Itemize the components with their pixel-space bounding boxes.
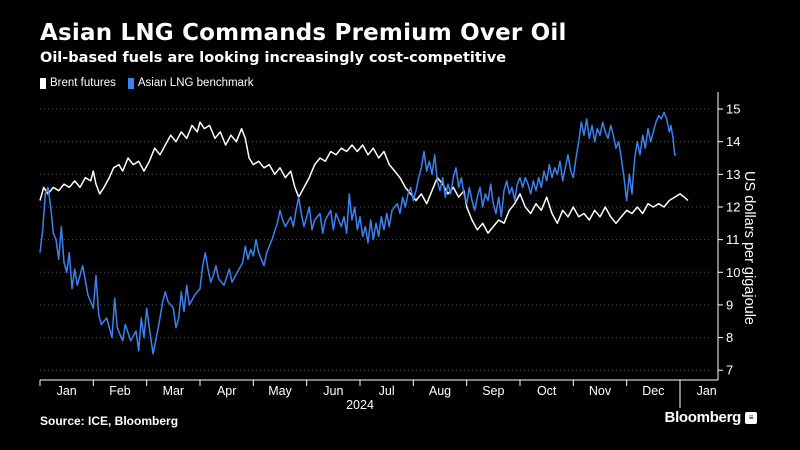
x-axis-year-label: 2024	[346, 398, 374, 412]
legend-item-brent: Brent futures	[40, 77, 116, 89]
legend-swatch-lng	[127, 77, 134, 89]
bloomberg-logo: Bloomberg ≡	[665, 409, 757, 426]
x-tick-label: May	[268, 384, 292, 398]
series-line-brent	[39, 121, 689, 234]
x-tick-label: Jul	[379, 384, 395, 398]
chart-title: Asian LNG Commands Premium Over Oil	[40, 20, 567, 46]
x-tick-label: Aug	[429, 384, 451, 398]
chart-subtitle: Oil-based fuels are looking increasingly…	[40, 50, 507, 66]
x-tick-label: Feb	[109, 384, 131, 398]
x-tick-label: Sep	[482, 384, 504, 398]
legend: Brent futures Asian LNG benchmark	[40, 77, 254, 89]
y-tick-label: 11	[726, 232, 740, 247]
y-tick-label: 9	[726, 297, 733, 312]
source-note: Source: ICE, Bloomberg	[40, 414, 179, 428]
x-tick-label: Jan	[57, 384, 77, 398]
y-tick-label: 15	[726, 102, 740, 117]
y-tick-label: 13	[726, 167, 740, 182]
y-tick-label: 12	[726, 199, 740, 214]
legend-label-brent: Brent futures	[50, 77, 116, 89]
y-tick-label: 14	[726, 134, 740, 149]
x-tick-label: Nov	[589, 384, 612, 398]
x-tick-label: Dec	[642, 384, 664, 398]
x-tick-label: Jan	[697, 384, 717, 398]
legend-item-lng: Asian LNG benchmark	[127, 77, 254, 89]
y-tick-label: 10	[726, 265, 740, 280]
x-tick-label: Oct	[537, 384, 557, 398]
legend-swatch-brent	[40, 77, 46, 89]
y-tick-label: 7	[726, 363, 733, 378]
brand-name: Bloomberg	[664, 409, 742, 426]
series-line-lng	[39, 111, 677, 355]
x-tick-label: Jun	[323, 384, 343, 398]
x-tick-label: Apr	[217, 384, 236, 398]
x-tick-label: Mar	[163, 384, 185, 398]
legend-label-lng: Asian LNG benchmark	[137, 77, 254, 89]
y-axis-title: US dollars per gigajoule	[741, 171, 757, 325]
y-tick-label: 8	[726, 330, 733, 345]
brand-badge-icon: ≡	[745, 411, 757, 424]
